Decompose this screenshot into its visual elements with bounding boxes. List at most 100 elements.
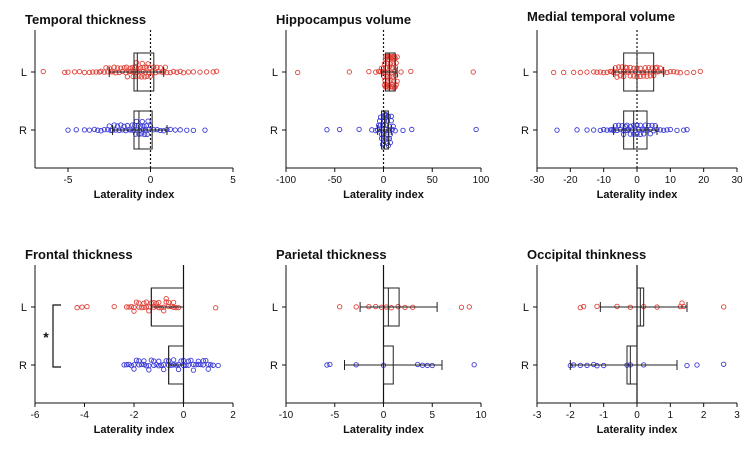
data-point — [657, 65, 663, 71]
panel-3: Medial temporal volume -30 -20 -10 0 10 20 30 La… — [521, 9, 743, 201]
data-point — [111, 64, 117, 70]
data-point — [136, 300, 142, 306]
data-point — [81, 69, 88, 76]
data-point — [601, 362, 607, 369]
data-point — [614, 303, 620, 310]
category-label: R — [521, 125, 529, 137]
x-tick-label: 10 — [475, 410, 487, 421]
data-point — [466, 304, 472, 310]
data-point — [124, 74, 131, 80]
x-tick-label: 5 — [429, 410, 435, 421]
x-tick-label: 0 — [634, 175, 640, 186]
data-point — [627, 73, 633, 79]
x-tick-label: 100 — [473, 175, 490, 186]
data-point — [624, 64, 630, 71]
data-point — [74, 304, 80, 311]
data-point — [684, 69, 690, 76]
data-point — [392, 128, 398, 134]
data-point — [612, 123, 618, 129]
data-point — [356, 126, 362, 133]
data-point — [185, 358, 192, 364]
data-point — [408, 68, 414, 74]
data-point — [91, 126, 98, 133]
x-axis-label: Laterality index — [343, 424, 425, 436]
data-point — [591, 69, 597, 75]
data-point — [162, 64, 169, 70]
category-label: L — [523, 67, 529, 79]
data-point — [86, 69, 93, 76]
iqr-box — [384, 52, 396, 92]
data-point — [141, 300, 147, 306]
data-point — [128, 362, 135, 369]
series-L — [40, 52, 220, 92]
data-point — [65, 69, 71, 75]
data-point — [128, 303, 135, 310]
iqr-box — [623, 110, 648, 150]
data-point — [81, 127, 88, 133]
data-point — [101, 69, 107, 75]
data-point — [123, 127, 129, 134]
data-point — [133, 357, 140, 363]
data-point — [619, 123, 625, 129]
data-point — [198, 361, 204, 368]
data-point — [167, 126, 173, 133]
data-point — [584, 127, 590, 133]
panel-1: Temporal thickness -5 0 5 Laterality index L R — [19, 12, 236, 201]
data-point — [177, 68, 183, 75]
data-point — [612, 65, 618, 71]
data-point — [154, 64, 160, 70]
x-axis-label: Laterality index — [597, 424, 679, 436]
data-point — [65, 127, 71, 133]
x-tick-label: -10 — [279, 410, 294, 421]
data-point — [208, 362, 214, 368]
data-point — [400, 127, 406, 134]
data-point — [391, 53, 397, 60]
data-point — [121, 123, 127, 129]
x-tick-label: -3 — [533, 410, 542, 421]
data-point — [667, 126, 673, 133]
data-point — [140, 126, 146, 133]
data-point — [164, 70, 170, 76]
data-point — [366, 69, 372, 75]
data-point — [158, 362, 164, 368]
data-point — [170, 299, 177, 306]
data-point — [721, 361, 727, 367]
data-point — [584, 69, 590, 75]
data-point — [614, 74, 620, 80]
data-point — [152, 69, 159, 76]
x-tick-label: -50 — [328, 175, 343, 186]
series-R — [324, 110, 479, 150]
series-L — [551, 52, 703, 92]
data-point — [173, 304, 179, 311]
x-tick-label: -2 — [566, 410, 575, 421]
data-point — [203, 69, 210, 75]
data-point — [123, 362, 130, 368]
series-R — [65, 110, 208, 150]
data-point — [84, 303, 90, 310]
data-point — [383, 65, 390, 71]
data-point — [649, 122, 655, 129]
data-point — [470, 69, 476, 75]
data-point — [137, 65, 144, 71]
panel-title: Frontal thickness — [25, 247, 133, 262]
data-point — [98, 128, 104, 134]
x-tick-label: 3 — [734, 410, 740, 421]
data-point — [471, 362, 477, 368]
data-point — [139, 118, 145, 125]
data-point — [627, 131, 633, 137]
data-point — [664, 127, 670, 133]
series-L — [74, 287, 219, 327]
data-point — [170, 357, 177, 363]
data-point — [126, 304, 132, 310]
data-point — [601, 126, 607, 133]
data-point — [131, 366, 137, 372]
significance-star: * — [43, 329, 49, 345]
x-tick-label: 5 — [230, 175, 236, 186]
data-point — [657, 127, 663, 133]
x-tick-label: 20 — [698, 175, 710, 186]
data-point — [168, 303, 174, 310]
data-point — [131, 308, 137, 314]
data-point — [574, 127, 580, 133]
data-point — [132, 73, 139, 80]
